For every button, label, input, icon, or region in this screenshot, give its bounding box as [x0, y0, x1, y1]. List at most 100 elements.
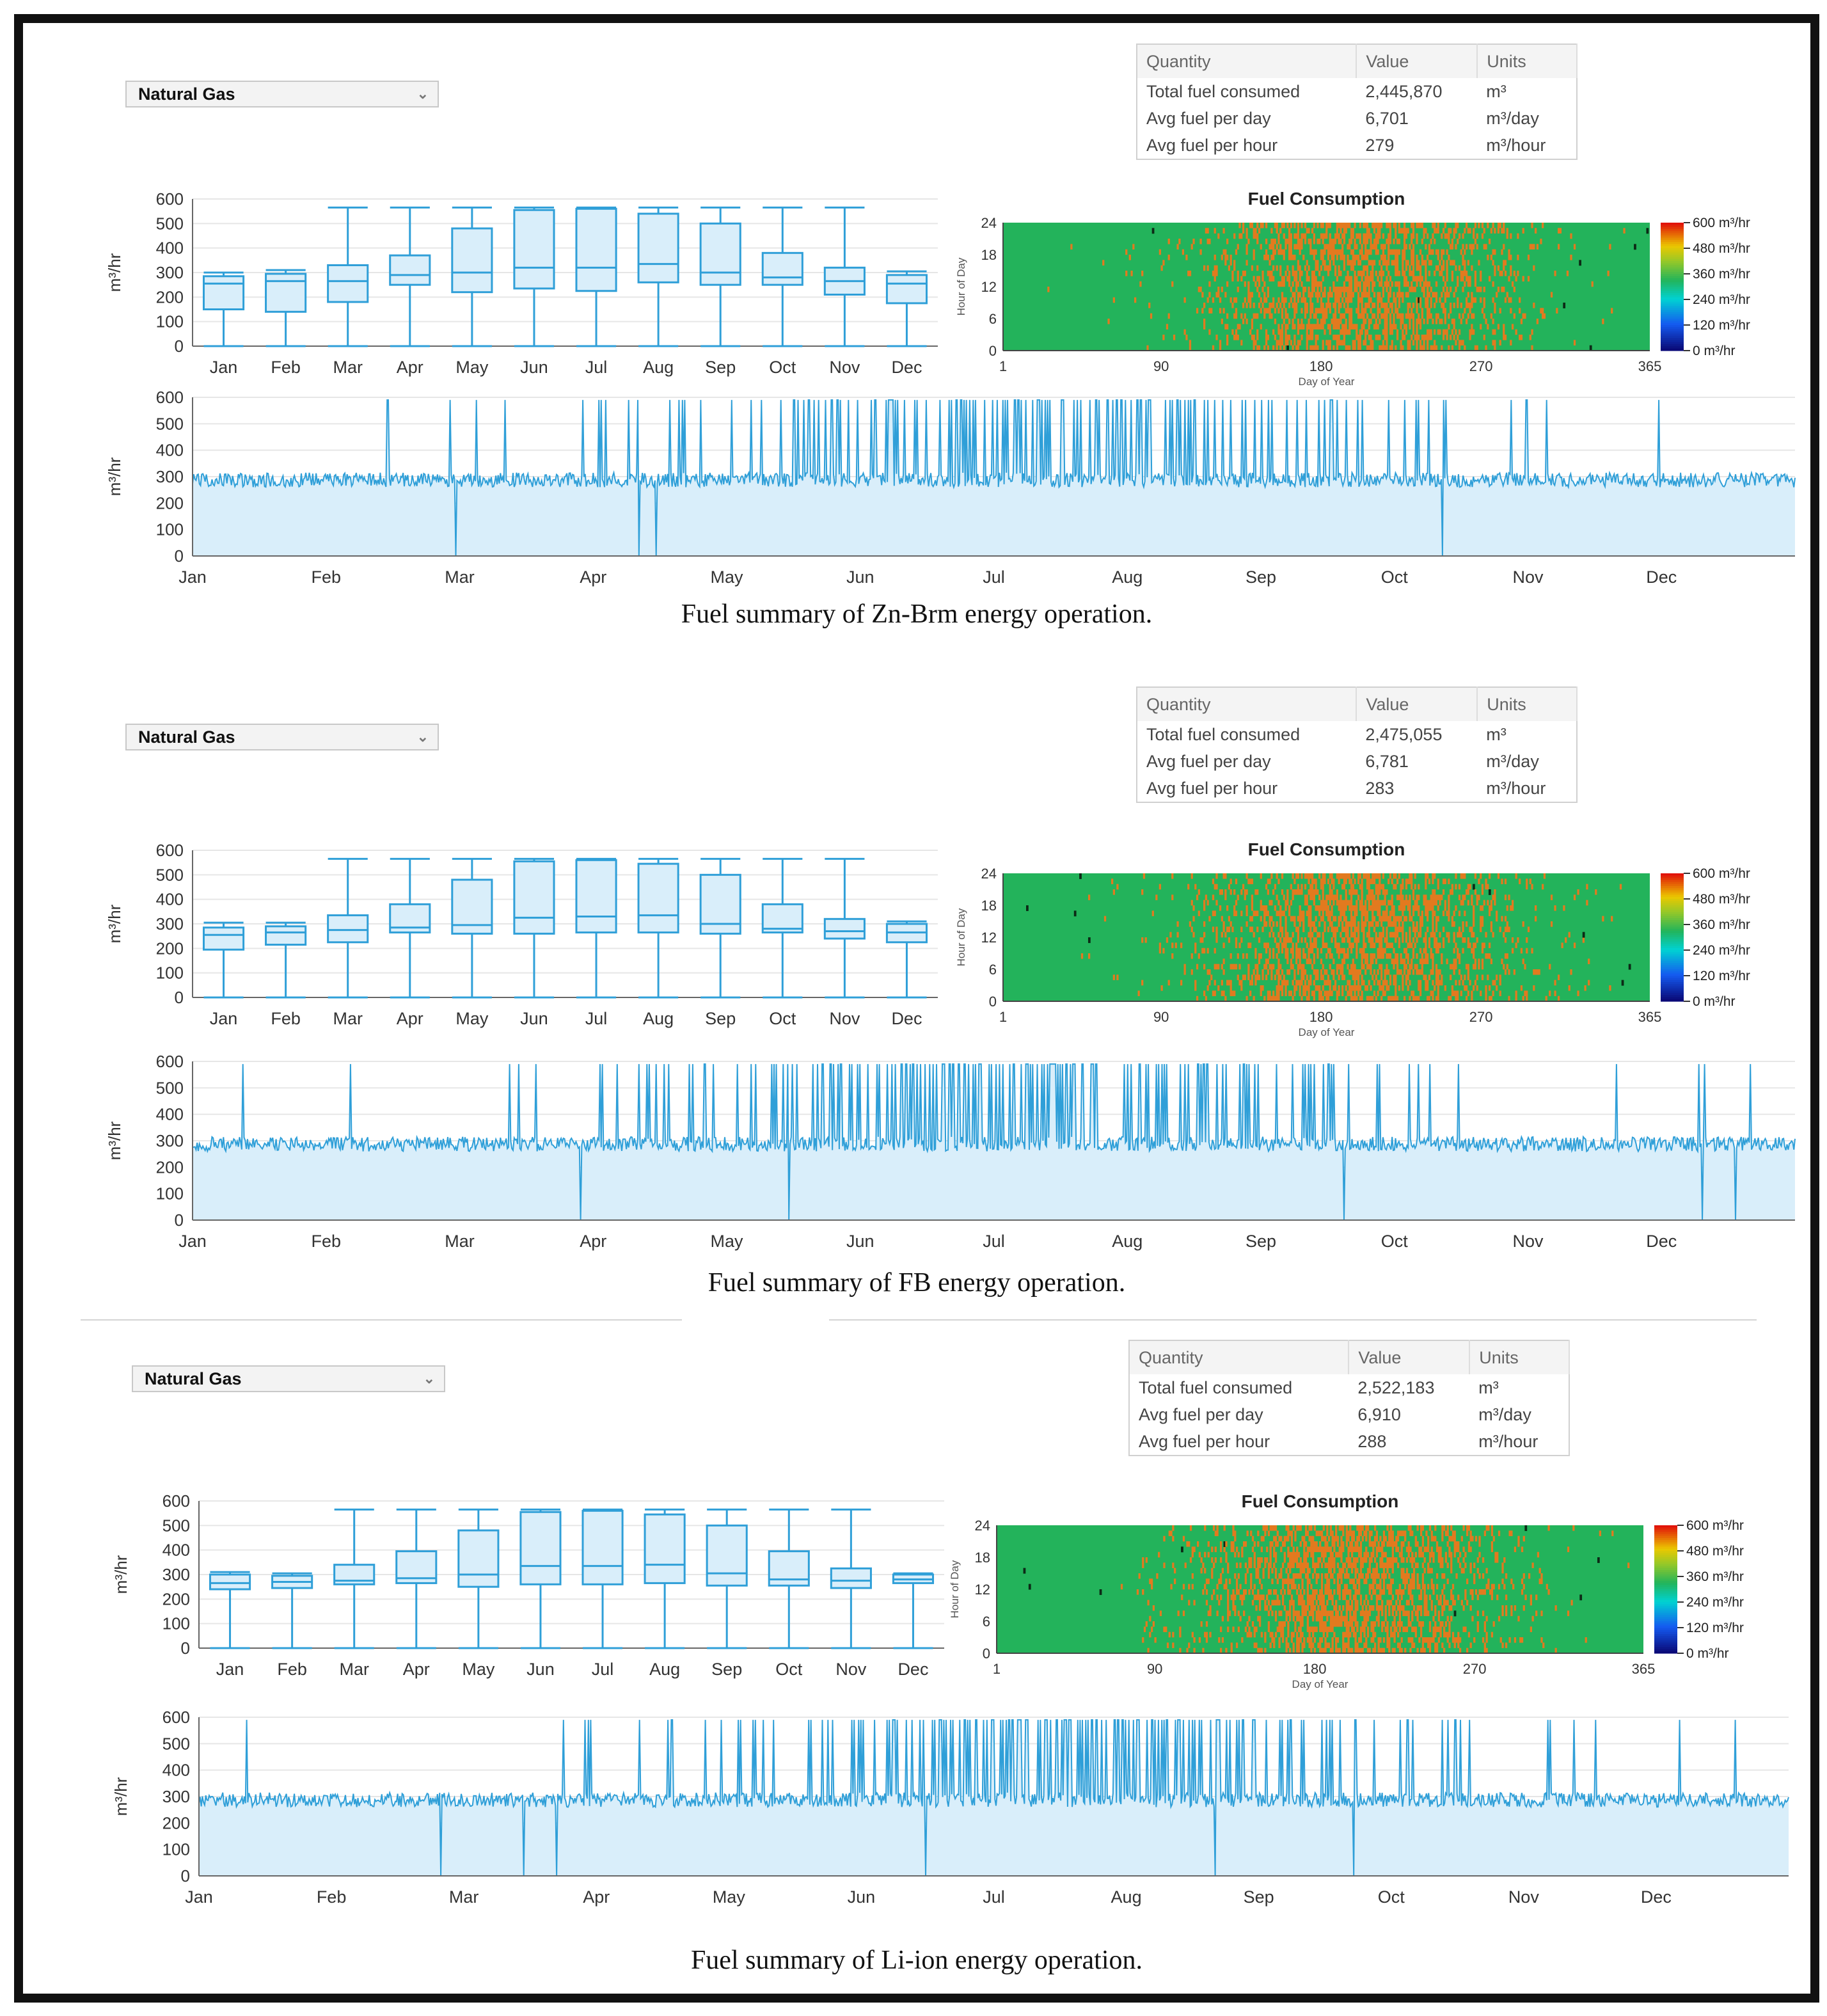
heat-cell [1283, 974, 1285, 980]
fuel-dropdown[interactable]: Natural Gas ⌄ [125, 724, 439, 750]
heat-cell [1302, 916, 1305, 922]
heat-cell [1293, 271, 1296, 276]
heat-cell [1354, 1637, 1357, 1643]
heat-cell [1322, 260, 1324, 266]
cell-quantity: Total fuel consumed [1146, 81, 1301, 101]
heat-cell [1269, 916, 1271, 922]
heat-cell [1471, 244, 1473, 250]
heat-cell [1306, 1552, 1309, 1558]
heat-cell [1354, 937, 1356, 943]
heat-cell [1409, 313, 1411, 319]
heat-cell [1136, 1589, 1139, 1595]
heat-cell [1306, 1583, 1309, 1590]
heat-cell [1384, 303, 1386, 308]
colorbar-segment [1661, 884, 1684, 887]
heat-cell [1370, 345, 1372, 351]
heat-cell [1646, 228, 1649, 234]
heat-cell [1396, 969, 1399, 975]
heat-cell [1202, 1647, 1205, 1654]
colorbar-segment [1661, 290, 1684, 294]
heat-cell [1324, 308, 1326, 314]
heat-cell [1363, 1621, 1366, 1627]
heat-cell [1336, 324, 1339, 329]
heat-cell [1526, 990, 1528, 996]
heat-cell [1465, 319, 1468, 324]
heat-cell [1163, 1562, 1166, 1568]
heat-cell [1288, 990, 1291, 996]
heat-cell [1428, 292, 1431, 298]
heat-cell [1234, 1552, 1237, 1558]
heat-cell [1318, 894, 1321, 900]
heat-cell [1517, 271, 1519, 276]
heat-cell [1365, 1557, 1368, 1563]
heat-cell [1294, 1557, 1297, 1563]
heat-cell [1386, 276, 1388, 282]
fuel-dropdown[interactable]: Natural Gas ⌄ [132, 1365, 445, 1392]
heat-cell [1370, 1626, 1373, 1632]
heat-cell [1352, 260, 1354, 266]
fuel-dropdown[interactable]: Natural Gas ⌄ [125, 81, 439, 107]
heat-cell [1315, 265, 1317, 271]
heat-cell [1450, 308, 1452, 314]
heat-cell [1361, 921, 1363, 927]
heat-cell [1182, 1583, 1185, 1590]
heat-cell [1405, 894, 1408, 900]
heat-cell [1476, 287, 1478, 292]
heat-cell [1384, 319, 1386, 324]
heat-cell [1214, 276, 1216, 282]
heat-cell [1326, 1642, 1329, 1648]
heat-cell [1310, 1594, 1313, 1600]
heat-cell [1270, 255, 1273, 260]
heat-cell [1235, 1562, 1238, 1568]
heat-cell [1336, 1637, 1340, 1643]
heat-cell [1281, 1578, 1285, 1584]
heat-cell [1474, 964, 1477, 970]
heat-cell [1190, 244, 1193, 250]
heat-cell [1381, 1557, 1384, 1563]
heat-cell [1416, 345, 1418, 351]
heat-cell [1377, 894, 1379, 900]
heat-cell [1226, 340, 1229, 345]
heat-cell [1319, 1610, 1322, 1616]
heat-cell [1455, 980, 1457, 986]
heat-cell [1287, 1562, 1290, 1568]
heat-cell [1343, 223, 1346, 228]
heat-cell [1343, 974, 1346, 980]
heat-cell [1246, 1631, 1249, 1638]
heat-cell [1356, 1568, 1359, 1574]
heat-cell [1611, 916, 1613, 922]
heat-cell [1317, 324, 1319, 329]
colorbar-segment [1661, 944, 1684, 946]
heat-cell [1325, 303, 1328, 308]
heat-cell [1217, 985, 1220, 991]
heat-cell [1414, 287, 1416, 292]
heat-cell [1358, 1583, 1361, 1590]
heat-cell [1411, 287, 1413, 292]
heat-cell [1347, 345, 1349, 351]
heat-cell [1588, 980, 1590, 986]
heat-cell [1457, 297, 1459, 303]
heat-cell [1338, 985, 1340, 991]
heat-cell [1414, 276, 1416, 282]
heat-cell [1458, 953, 1461, 959]
heat-cell [1347, 1589, 1350, 1595]
heat-cell [1192, 916, 1195, 922]
heat-cell [1267, 345, 1269, 351]
heat-cell [1271, 1631, 1274, 1638]
heat-cell [1274, 937, 1277, 943]
heat-cell [1335, 1610, 1338, 1616]
heat-cell [1315, 1562, 1318, 1568]
series-area [193, 1064, 1795, 1220]
heat-cell [1111, 878, 1114, 884]
heat-cell [1315, 1615, 1318, 1622]
heat-cell [1310, 1599, 1313, 1606]
heat-cell [1171, 953, 1174, 959]
heat-cell [1281, 1562, 1285, 1568]
heat-cell [1359, 233, 1362, 239]
heat-cell [1435, 937, 1438, 943]
heat-cell [1352, 1546, 1356, 1552]
heat-cell [1322, 233, 1324, 239]
heat-cell [1333, 1589, 1336, 1595]
heat-cell [1354, 324, 1356, 329]
heat-cell [1446, 276, 1448, 282]
